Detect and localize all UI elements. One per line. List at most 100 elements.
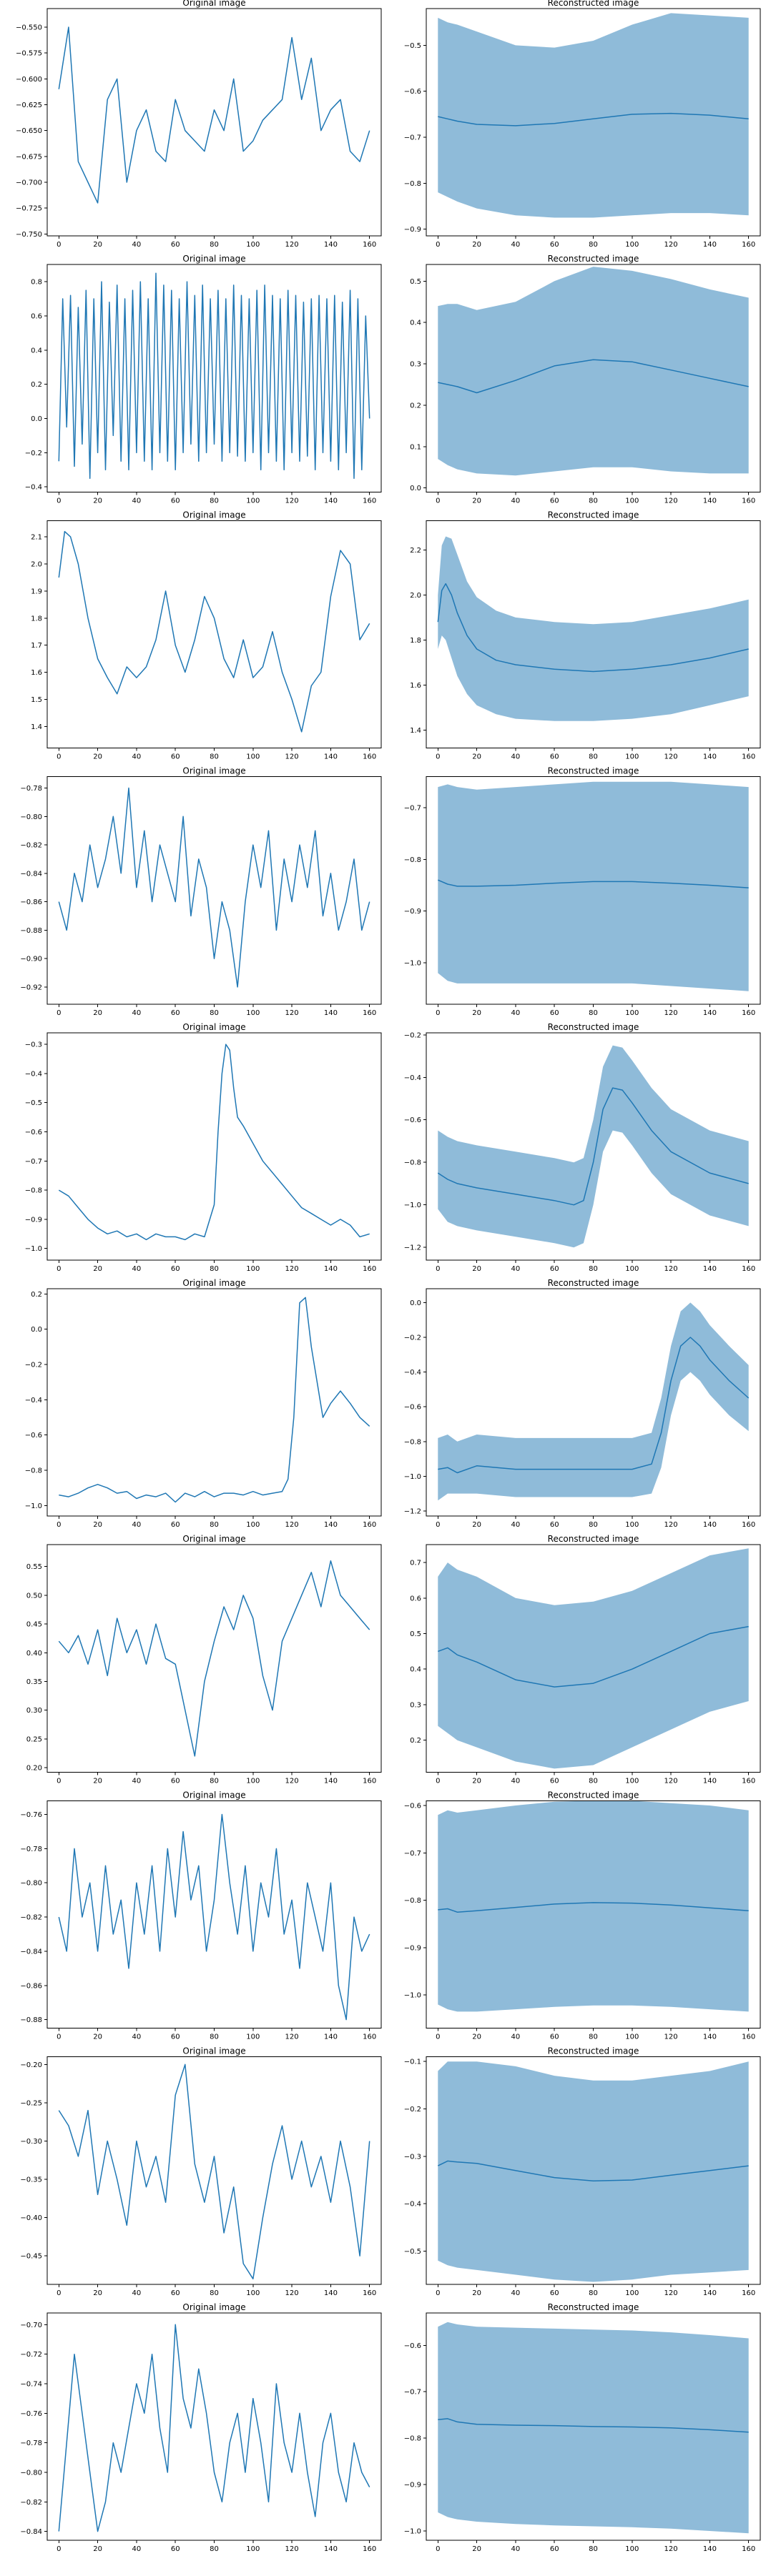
y-tick-label: −0.8 bbox=[404, 2435, 421, 2443]
x-tick-label: 60 bbox=[550, 1521, 559, 1529]
y-tick-label: 0.4 bbox=[410, 1666, 421, 1674]
confidence-band bbox=[438, 1302, 749, 1501]
y-tick-label: −0.9 bbox=[404, 908, 421, 916]
y-tick-label: −0.600 bbox=[16, 76, 42, 84]
y-tick-label: 1.5 bbox=[31, 696, 42, 704]
y-tick-label: −0.6 bbox=[404, 1404, 421, 1412]
y-tick-label: −0.88 bbox=[20, 927, 42, 935]
series-line bbox=[58, 1813, 370, 2021]
x-tick-label: 80 bbox=[589, 1265, 598, 1273]
x-tick-label: 0 bbox=[57, 2545, 61, 2553]
x-tick-label: 140 bbox=[324, 2289, 338, 2297]
y-tick-label: 1.8 bbox=[410, 637, 421, 645]
y-tick-label: −0.4 bbox=[404, 1369, 421, 1377]
y-tick-label: 0.0 bbox=[31, 1326, 42, 1334]
y-tick-label: −1.0 bbox=[404, 2528, 421, 2536]
x-tick-label: 80 bbox=[210, 1777, 219, 1785]
x-tick-label: 20 bbox=[93, 2033, 102, 2041]
y-tick-label: 2.0 bbox=[410, 592, 421, 600]
y-tick-label: 0.2 bbox=[410, 1737, 421, 1745]
x-tick-label: 20 bbox=[472, 753, 481, 761]
y-tick-label: −0.9 bbox=[404, 2482, 421, 2490]
y-tick-label: −0.2 bbox=[404, 2106, 421, 2114]
subplot-6: 0 20 40 60 80 100 120 140 160 1.4 1.6 1.8 2.0 2.2 Reco… bbox=[410, 510, 761, 761]
y-tick-label: 1.9 bbox=[31, 588, 42, 595]
confidence-band bbox=[438, 1800, 749, 2012]
x-tick-label: 160 bbox=[363, 1009, 376, 1017]
x-tick-label: 20 bbox=[472, 2033, 481, 2041]
series-line bbox=[58, 787, 370, 988]
x-tick-label: 80 bbox=[210, 241, 219, 249]
subplot-title: Original image bbox=[182, 1278, 245, 1288]
subplot-15: 0 20 40 60 80 100 120 140 160 −0.88 −0.86 −0.84 −0.8… bbox=[20, 1790, 382, 2041]
x-tick-label: 80 bbox=[589, 1009, 598, 1017]
y-tick-label: −0.700 bbox=[16, 179, 42, 187]
x-tick-label: 140 bbox=[703, 2545, 717, 2553]
series-line bbox=[59, 1297, 370, 1503]
x-tick-label: 100 bbox=[246, 497, 260, 505]
x-tick-label: 0 bbox=[57, 1009, 61, 1017]
y-tick-label: −0.750 bbox=[16, 231, 42, 239]
x-tick-label: 140 bbox=[324, 497, 338, 505]
x-tick-label: 0 bbox=[57, 2033, 61, 2041]
x-tick-label: 80 bbox=[210, 1265, 219, 1273]
y-tick-label: −0.6 bbox=[25, 1432, 42, 1440]
y-tick-label: −0.82 bbox=[20, 2499, 42, 2507]
subplot-title: Reconstructed image bbox=[548, 0, 639, 8]
y-tick-label: −0.8 bbox=[404, 856, 421, 864]
series-line bbox=[437, 1087, 749, 1206]
x-tick-label: 80 bbox=[589, 1521, 598, 1529]
x-tick-label: 80 bbox=[210, 2545, 219, 2553]
x-tick-label: 60 bbox=[550, 2033, 559, 2041]
y-tick-label: −0.70 bbox=[20, 2322, 42, 2329]
y-tick-label: −0.4 bbox=[25, 1397, 42, 1405]
x-tick-label: 140 bbox=[324, 1265, 338, 1273]
x-tick-label: 60 bbox=[171, 1009, 180, 1017]
confidence-band bbox=[438, 781, 749, 991]
confidence-band bbox=[438, 2322, 749, 2534]
y-tick-label: −0.74 bbox=[20, 2380, 42, 2388]
x-tick-label: 140 bbox=[324, 1009, 338, 1017]
y-tick-label: −0.86 bbox=[20, 1982, 42, 1990]
y-tick-label: 0.8 bbox=[31, 279, 42, 287]
y-tick-label: −0.78 bbox=[20, 1846, 42, 1853]
x-tick-label: 160 bbox=[742, 241, 755, 249]
x-tick-label: 60 bbox=[550, 1265, 559, 1273]
y-tick-label: 0.6 bbox=[31, 312, 42, 320]
x-tick-label: 160 bbox=[742, 753, 755, 761]
x-tick-label: 120 bbox=[664, 497, 678, 505]
y-tick-label: 0.2 bbox=[31, 381, 42, 389]
subplot-11: 0 20 40 60 80 100 120 140 160 −1.0 −0.8 −0.6 −0.4 −0.… bbox=[25, 1278, 382, 1529]
y-tick-label: 0.1 bbox=[410, 443, 421, 451]
x-tick-label: 60 bbox=[550, 1009, 559, 1017]
y-tick-label: −0.6 bbox=[25, 1129, 42, 1136]
x-tick-label: 100 bbox=[246, 1265, 260, 1273]
y-tick-label: 0.35 bbox=[26, 1678, 42, 1686]
x-tick-label: 80 bbox=[210, 753, 219, 761]
x-tick-label: 140 bbox=[324, 2545, 338, 2553]
subplot-2: 0 20 40 60 80 100 120 140 160 −0.9 −0.8 −0.7 −0.6 −0.… bbox=[404, 0, 761, 249]
x-tick-label: 40 bbox=[132, 497, 142, 505]
x-tick-label: 160 bbox=[742, 2033, 755, 2041]
x-tick-label: 40 bbox=[511, 2289, 521, 2297]
x-tick-label: 40 bbox=[511, 2545, 521, 2553]
x-tick-label: 60 bbox=[550, 2545, 559, 2553]
confidence-band bbox=[438, 2061, 749, 2282]
x-tick-label: 0 bbox=[436, 1265, 440, 1273]
confidence-band bbox=[438, 13, 749, 218]
x-tick-label: 60 bbox=[550, 497, 559, 505]
confidence-band bbox=[438, 1548, 749, 1769]
subplot-1: 0 20 40 60 80 100 120 140 160 −0.750 −0.725 −0.700 −… bbox=[16, 0, 382, 249]
x-tick-label: 0 bbox=[57, 753, 61, 761]
axes-frame bbox=[46, 2312, 382, 2541]
y-tick-label: −0.7 bbox=[404, 1850, 421, 1858]
y-tick-label: −0.4 bbox=[25, 484, 42, 492]
y-tick-label: −0.92 bbox=[20, 984, 42, 991]
y-tick-label: 0.25 bbox=[26, 1735, 42, 1743]
series-line bbox=[58, 26, 370, 204]
x-tick-label: 20 bbox=[93, 2289, 102, 2297]
y-tick-label: −0.90 bbox=[20, 956, 42, 963]
subplot-title: Reconstructed image bbox=[548, 510, 639, 520]
y-tick-label: 0.30 bbox=[26, 1707, 42, 1715]
